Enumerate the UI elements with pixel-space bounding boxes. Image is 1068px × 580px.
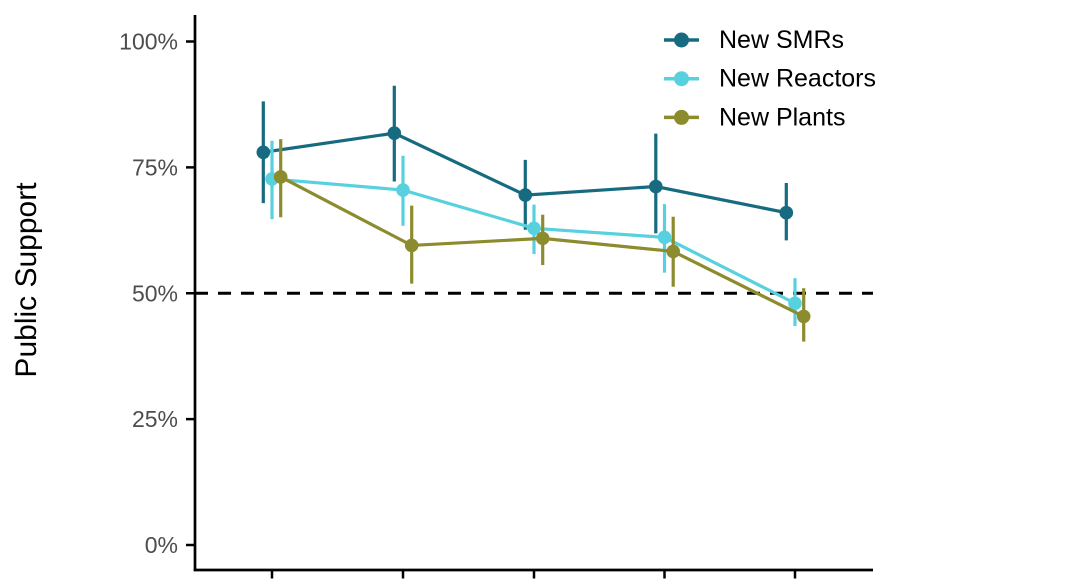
legend-label: New SMRs: [719, 26, 844, 54]
legend: New SMRs New Reactors New Plants: [664, 26, 876, 131]
data-point-new-reactors: [396, 183, 410, 197]
y-axis-title: Public Support: [10, 182, 43, 378]
legend-item-new-reactors: New Reactors: [664, 65, 876, 93]
data-point-new-reactors: [657, 230, 672, 245]
data-point-new-plants: [535, 231, 550, 246]
series-new-reactors: [265, 140, 802, 326]
data-point-new-smrs: [518, 188, 533, 202]
legend-dot-icon: [674, 109, 689, 125]
data-point-new-plants: [273, 170, 288, 184]
legend-label: New Reactors: [719, 65, 876, 93]
y-tick-label: 25%: [132, 406, 178, 432]
data-point-new-plants: [666, 244, 680, 259]
legend-dot-icon: [674, 71, 689, 87]
legend-item-new-smrs: New SMRs: [664, 26, 844, 54]
data-point-new-smrs: [779, 205, 794, 220]
y-tick-label: 75%: [132, 154, 178, 180]
data-point-new-plants: [404, 238, 419, 253]
legend-item-new-plants: New Plants: [664, 103, 845, 131]
series-new-plants: [273, 139, 811, 342]
data-point-new-plants: [796, 309, 811, 324]
x-axis-ticks: [270, 570, 797, 579]
data-point-new-smrs: [387, 126, 402, 140]
y-axis-ticks: 0% 25% 50% 75% 100%: [119, 29, 195, 558]
y-tick-label: 0%: [145, 532, 178, 558]
data-point-new-smrs: [256, 145, 271, 160]
y-tick-label: 50%: [132, 280, 178, 306]
data-point-new-smrs: [649, 179, 663, 194]
legend-label: New Plants: [719, 103, 845, 131]
data-point-new-reactors: [527, 221, 541, 236]
series-layer: [256, 85, 811, 342]
series-new-smrs: [256, 85, 794, 241]
y-tick-label: 100%: [119, 29, 178, 55]
legend-dot-icon: [674, 32, 689, 48]
data-point-new-reactors: [788, 296, 802, 311]
